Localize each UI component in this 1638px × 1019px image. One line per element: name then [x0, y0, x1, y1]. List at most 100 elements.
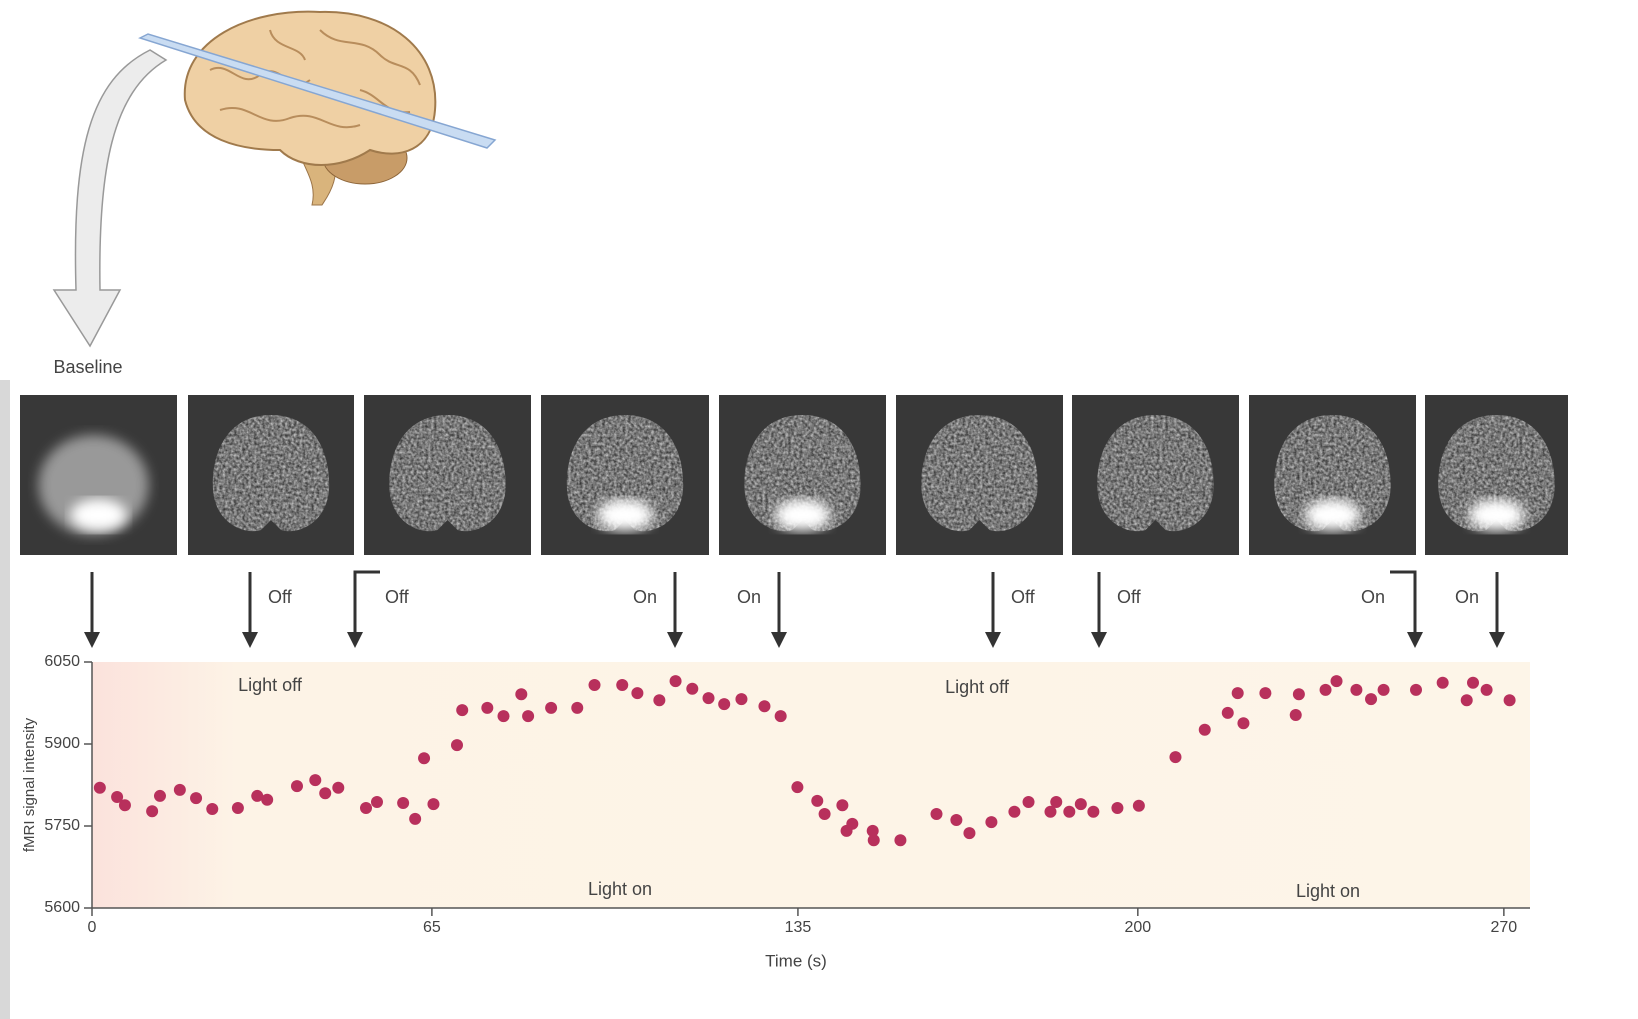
fmri-images: [20, 395, 1568, 555]
arrow-head: [771, 632, 787, 648]
annotation: Light on: [588, 879, 652, 899]
data-point: [309, 774, 321, 786]
stimulus-arrow: [355, 572, 380, 636]
stimulus-arrow: [1390, 572, 1415, 636]
data-point: [206, 803, 218, 815]
x-axis-label: Time (s): [765, 951, 827, 970]
data-point: [1237, 717, 1249, 729]
stimulus-label: On: [737, 587, 761, 607]
arrow-head: [1091, 632, 1107, 648]
data-point: [515, 688, 527, 700]
data-point: [174, 784, 186, 796]
data-point: [1378, 684, 1390, 696]
data-point: [686, 683, 698, 695]
data-point: [397, 797, 409, 809]
data-point: [718, 698, 730, 710]
data-point: [232, 802, 244, 814]
data-point: [360, 802, 372, 814]
data-point: [985, 816, 997, 828]
data-point: [1050, 796, 1062, 808]
data-point: [498, 710, 510, 722]
activation: [1469, 499, 1525, 531]
data-point: [811, 795, 823, 807]
data-point: [319, 787, 331, 799]
data-point: [1365, 693, 1377, 705]
data-point: [963, 827, 975, 839]
data-point: [631, 687, 643, 699]
annotation: Light on: [1296, 881, 1360, 901]
scan-edge: [0, 380, 10, 1019]
data-point: [1410, 684, 1422, 696]
arrow-head: [985, 632, 1001, 648]
data-point: [119, 799, 131, 811]
data-point: [291, 780, 303, 792]
fmri-image: [541, 395, 709, 555]
arrow-head: [84, 632, 100, 648]
data-point: [427, 798, 439, 810]
y-axis-label: fMRI signal intensity: [21, 717, 38, 852]
data-point: [1350, 684, 1362, 696]
fmri-image: [364, 395, 531, 555]
annotation: Light off: [238, 675, 303, 695]
data-point: [1169, 751, 1181, 763]
data-point: [261, 794, 273, 806]
data-point: [846, 818, 858, 830]
data-point: [1111, 802, 1123, 814]
y-tick-label: 5600: [44, 899, 80, 916]
fmri-image: [896, 395, 1063, 555]
stimulus-label: On: [1361, 587, 1385, 607]
brain-section: [213, 415, 329, 531]
data-point: [1023, 796, 1035, 808]
y-tick-label: 5900: [44, 735, 80, 752]
annotation: Light off: [945, 677, 1010, 697]
fmri-image: [1249, 395, 1416, 555]
data-point: [930, 808, 942, 820]
data-point: [616, 679, 628, 691]
stimulus-label: On: [633, 587, 657, 607]
brain-illustration: [140, 12, 495, 205]
data-point: [791, 781, 803, 793]
fmri-image: [20, 395, 177, 555]
data-point: [758, 700, 770, 712]
data-point: [1481, 684, 1493, 696]
arrow-head: [1489, 632, 1505, 648]
page: Baseline OffOffOnOnOffOffOnOn fMRI signa…: [0, 0, 1638, 1019]
data-point: [190, 792, 202, 804]
fmri-image: [1072, 395, 1239, 555]
data-point: [1437, 677, 1449, 689]
data-point: [735, 693, 747, 705]
data-point: [1461, 694, 1473, 706]
baseline-label: Baseline: [53, 357, 122, 377]
data-point: [332, 782, 344, 794]
x-tick-label: 65: [423, 919, 441, 936]
figure: Baseline OffOffOnOnOffOffOnOn fMRI signa…: [0, 0, 1638, 1019]
data-point: [703, 692, 715, 704]
stimulus-label: Off: [1117, 587, 1142, 607]
data-point: [418, 752, 430, 764]
stimulus-label: Off: [268, 587, 293, 607]
brain-section: [389, 415, 505, 531]
data-point: [1133, 800, 1145, 812]
data-point: [1222, 707, 1234, 719]
data-point: [950, 814, 962, 826]
stimulus-label: Off: [385, 587, 410, 607]
data-point: [146, 805, 158, 817]
data-point: [836, 799, 848, 811]
data-point: [1331, 675, 1343, 687]
x-tick-label: 200: [1124, 919, 1151, 936]
data-point: [1087, 806, 1099, 818]
data-point: [868, 834, 880, 846]
data-point: [1008, 806, 1020, 818]
fmri-image: [719, 395, 886, 555]
data-point: [451, 739, 463, 751]
x-tick-label: 135: [785, 919, 812, 936]
activation: [775, 499, 831, 531]
data-point: [409, 813, 421, 825]
slice-arrow: [54, 50, 166, 346]
data-point: [1075, 798, 1087, 810]
arrow-head: [347, 632, 363, 648]
data-point: [670, 675, 682, 687]
arrow-head: [667, 632, 683, 648]
activation: [597, 499, 653, 531]
